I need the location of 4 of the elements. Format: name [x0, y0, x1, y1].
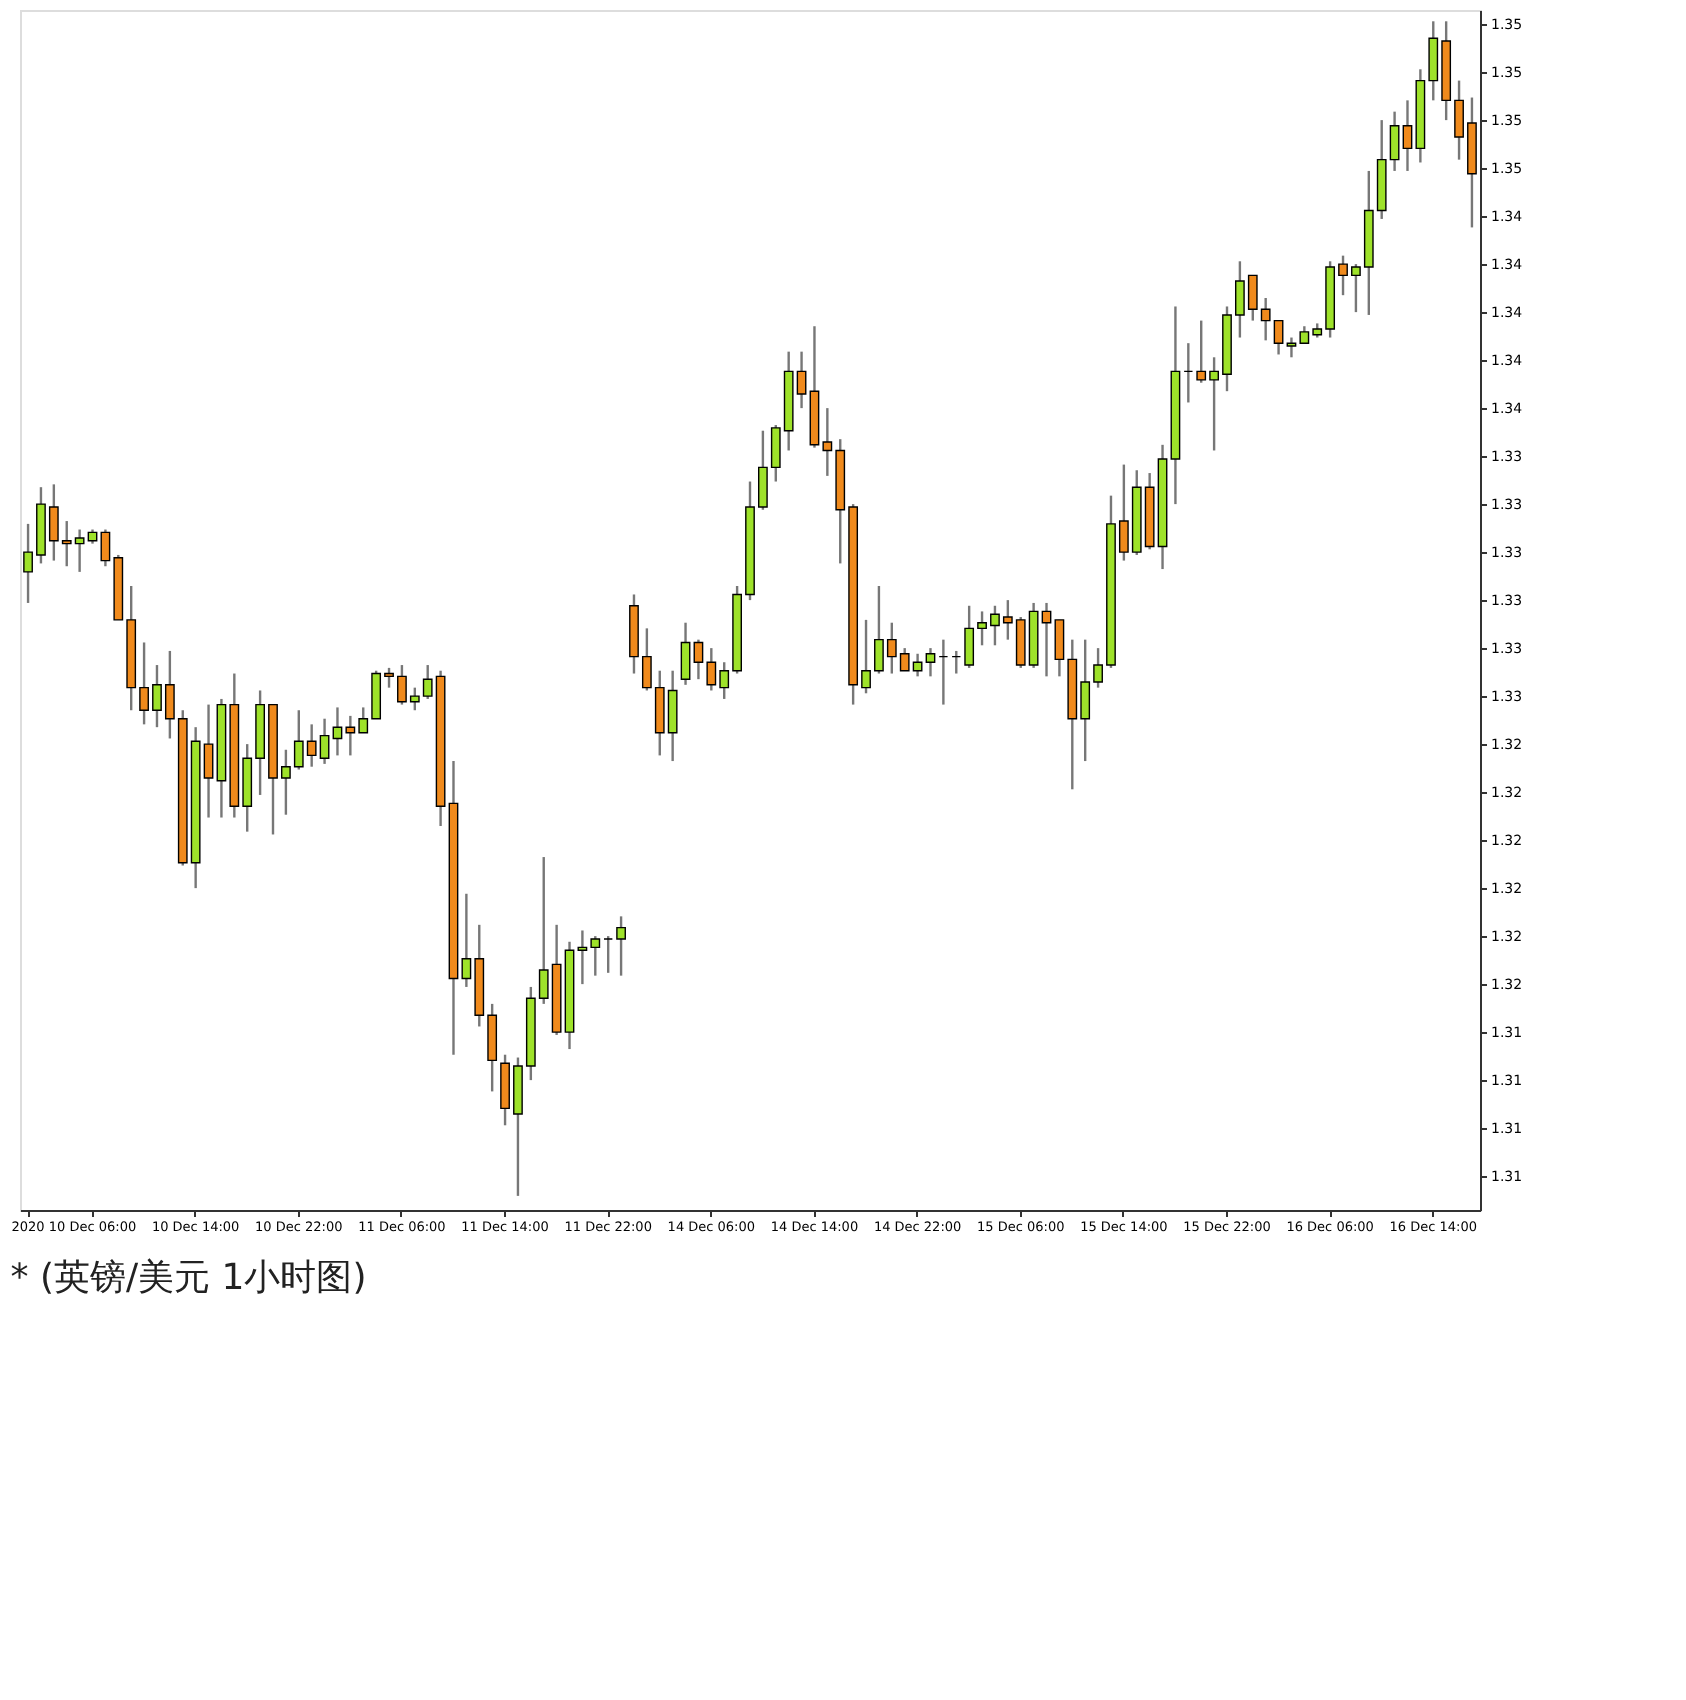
text: * (英镑/美元 1小时图): [10, 1257, 367, 1299]
candlestick: [616, 915, 626, 977]
candlestick: [925, 646, 936, 678]
candlestick: [680, 621, 691, 687]
